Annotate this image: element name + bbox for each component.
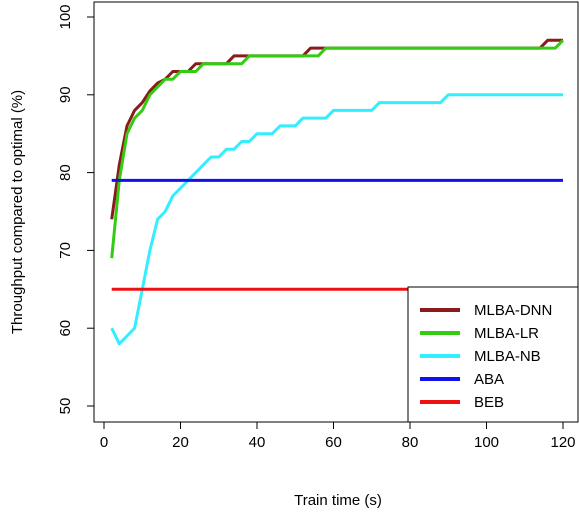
y-tick-label: 80 — [57, 164, 74, 181]
x-tick-label: 80 — [402, 434, 419, 451]
y-tick-label: 60 — [57, 320, 74, 337]
series-line-mlba-lr — [110, 39, 565, 259]
series-line-mlba-dnn — [110, 38, 563, 220]
y-axis-title: Throughput compared to optimal (%) — [9, 90, 26, 334]
x-axis: 0 20 40 60 80 100 120 — [100, 421, 576, 451]
legend-label: ABA — [474, 371, 504, 388]
x-tick-label: 120 — [550, 434, 575, 451]
legend-label: MLBA-NB — [474, 348, 541, 365]
y-tick-label: 50 — [57, 398, 74, 415]
y-tick-label: 70 — [57, 242, 74, 259]
legend: MLBA-DNN MLBA-LR MLBA-NB ABA BEB — [407, 286, 579, 423]
y-tick-label: 90 — [57, 86, 74, 103]
legend-label: MLBA-LR — [474, 325, 539, 342]
x-tick-label: 20 — [172, 434, 189, 451]
series-line-mlba-nb — [110, 93, 563, 346]
x-tick-label: 0 — [100, 434, 108, 451]
legend-label: BEB — [474, 394, 504, 411]
x-tick-label: 100 — [474, 434, 499, 451]
y-tick-label: 100 — [57, 4, 74, 29]
x-axis-title: Train time (s) — [294, 492, 382, 509]
x-tick-label: 40 — [249, 434, 266, 451]
y-axis: 50 60 70 80 90 100 — [57, 4, 95, 415]
legend-label: MLBA-DNN — [474, 302, 552, 319]
x-tick-label: 60 — [325, 434, 342, 451]
